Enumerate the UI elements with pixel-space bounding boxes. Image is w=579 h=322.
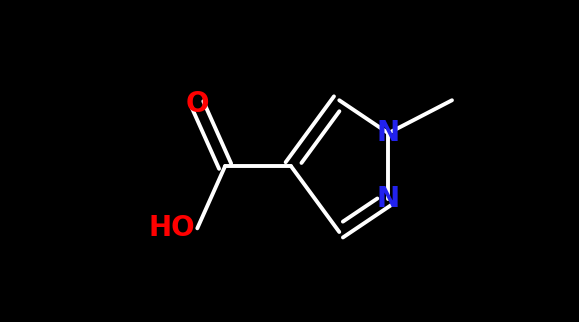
Text: O: O <box>185 90 209 118</box>
Text: N: N <box>377 185 400 213</box>
Text: N: N <box>377 119 400 147</box>
Text: HO: HO <box>148 214 195 242</box>
